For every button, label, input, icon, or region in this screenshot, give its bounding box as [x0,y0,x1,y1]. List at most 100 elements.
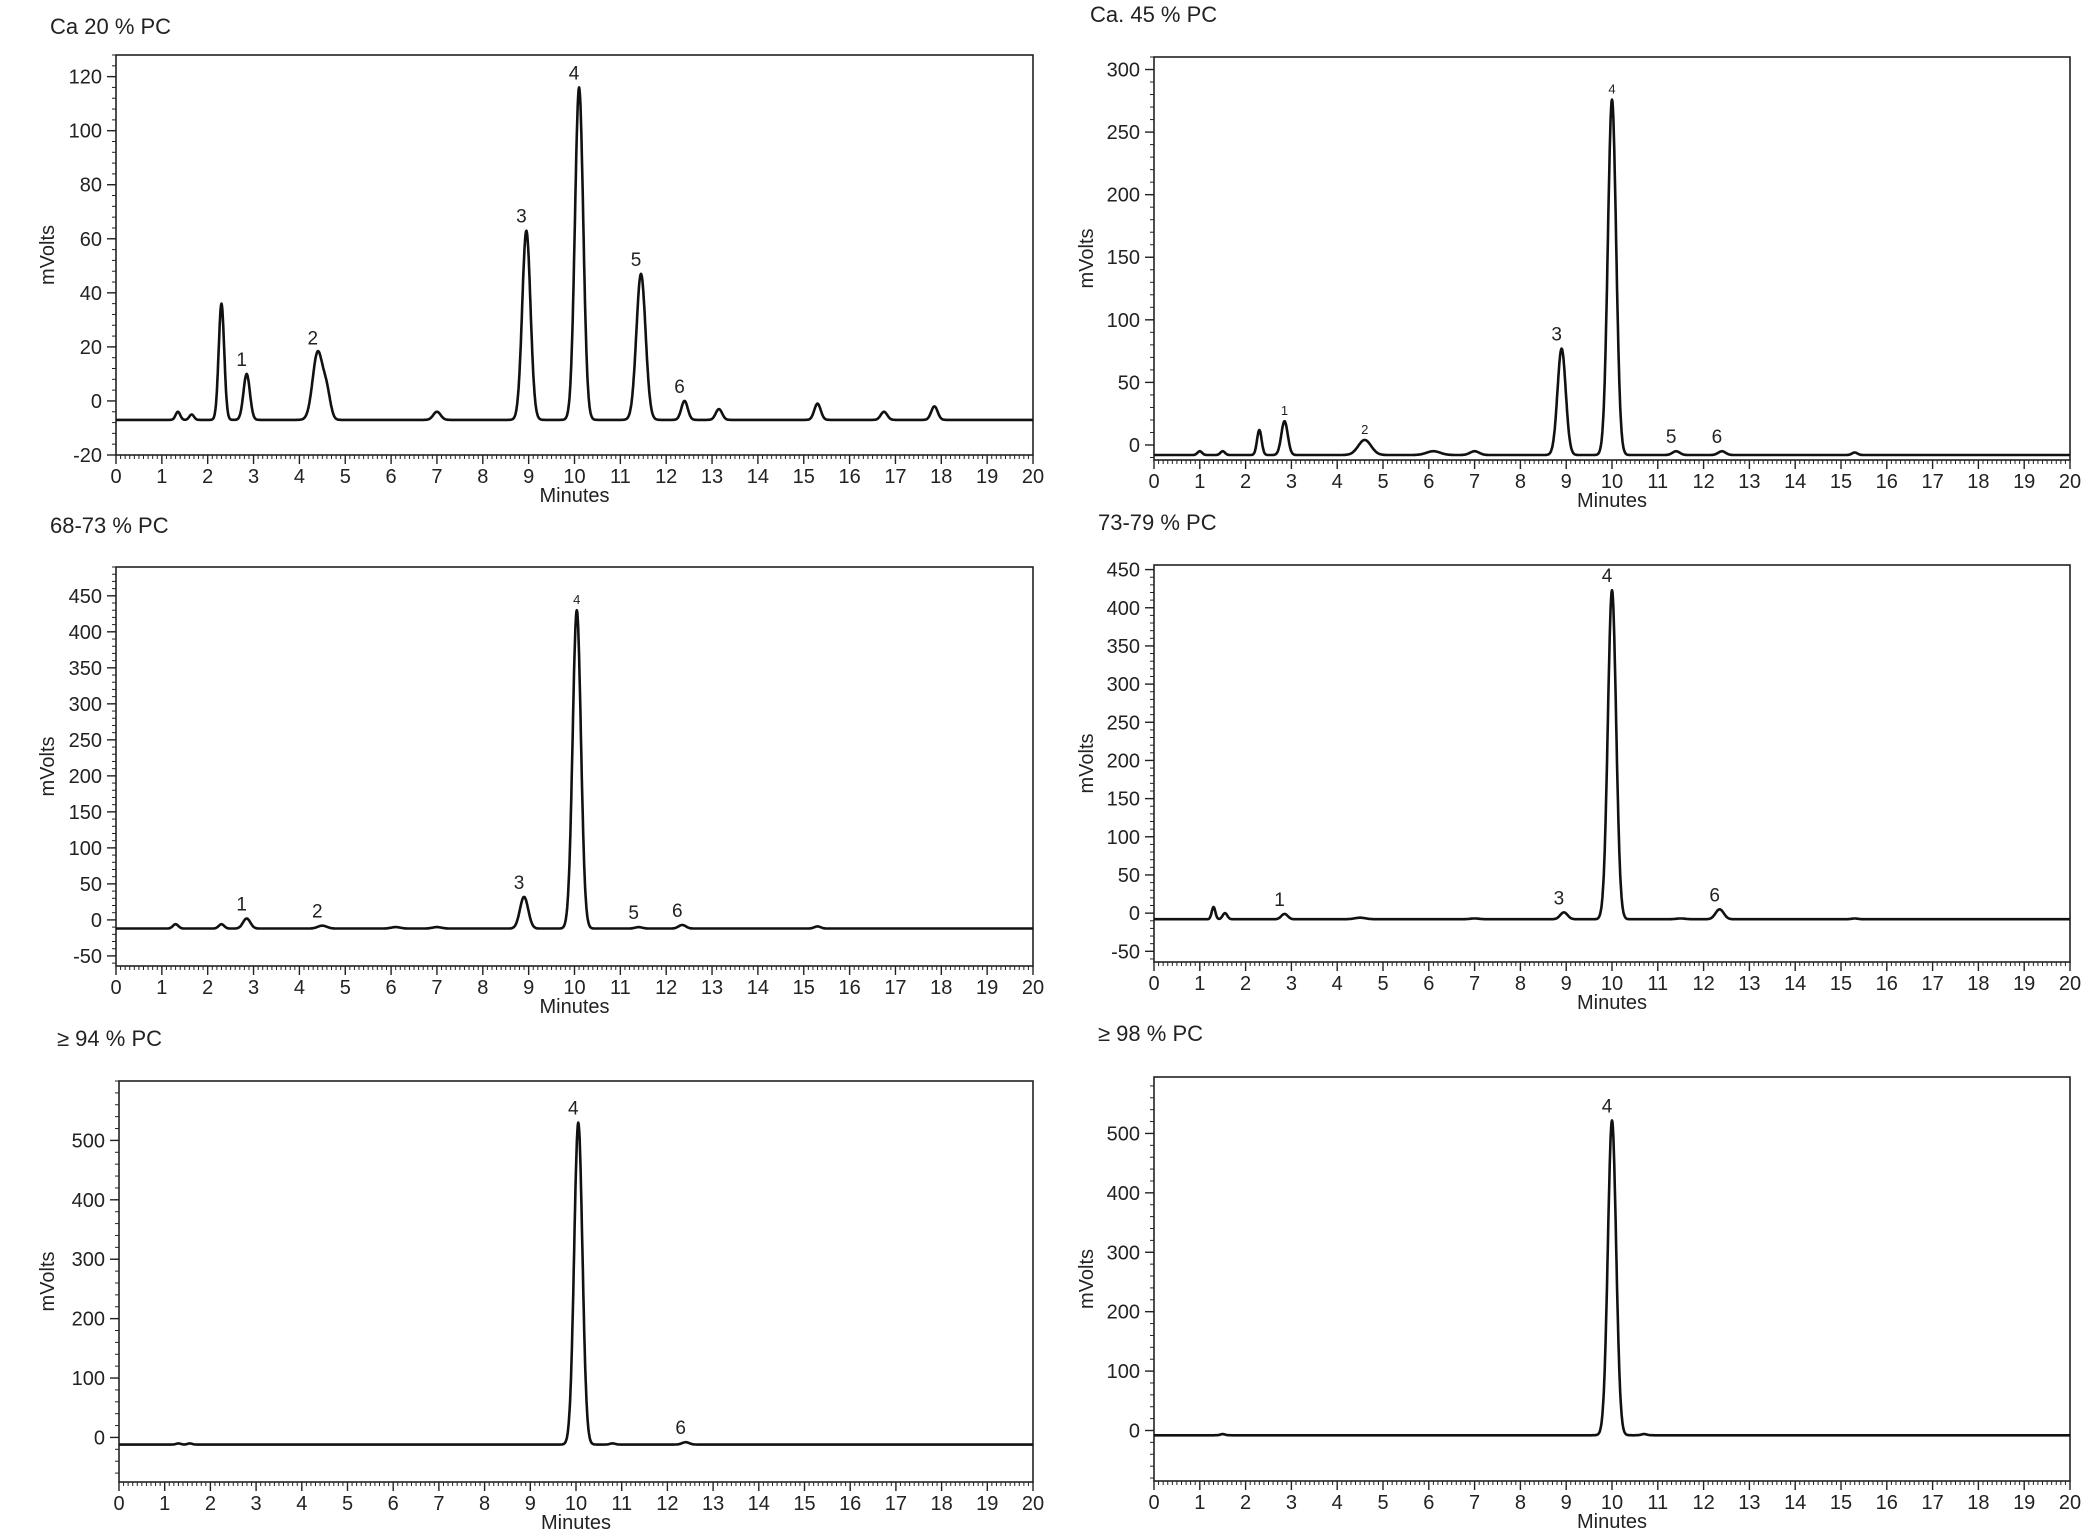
x-tick-label: 18 [930,1493,952,1515]
peak-label: 4 [568,1099,579,1120]
y-tick-label: 150 [1107,789,1140,811]
y-tick-label: 50 [80,874,102,896]
x-tick-label: 0 [1148,973,1159,995]
x-tick-label: 15 [793,977,815,999]
y-tick-label: 250 [1107,712,1140,734]
panel-title: 68-73 % PC [50,513,169,538]
y-tick-label: 80 [80,175,102,197]
y-tick-label: 200 [72,1309,105,1331]
y-axis-label: mVolts [37,1251,59,1311]
x-tick-label: 11 [610,977,631,999]
x-tick-label: 3 [248,977,259,999]
x-tick-label: 5 [1377,471,1388,493]
x-tick-label: 10 [1601,973,1623,995]
peak-label: 4 [1608,82,1615,97]
x-tick-label: 9 [523,977,534,999]
x-tick-label: 14 [1784,973,1806,995]
x-tick-label: 15 [1830,1492,1852,1514]
chromatogram-trace [115,608,1034,930]
chromatogram-trace [118,1121,1034,1446]
peak-label: 3 [516,207,527,228]
peak-label: 4 [569,63,580,84]
y-tick-label: -50 [73,946,102,968]
peak-label: 4 [573,592,580,607]
peak-label: 6 [674,377,685,398]
x-tick-label: 7 [1469,471,1480,493]
x-tick-label: 4 [294,466,305,488]
peak-label: 1 [236,894,247,915]
chromatogram-panel-5: ≥ 94 % PC0 1 2 3 4 5 6 7 8 9 10 11 12 13 14 15 16 17 18 19 2… [37,1026,1044,1534]
y-tick-label: 0 [1129,1421,1140,1443]
x-tick-label: 14 [747,977,769,999]
y-axis-label: mVolts [1076,228,1098,288]
y-axis-label: mVolts [37,225,59,285]
y-tick-label: 300 [1107,60,1140,82]
x-tick-label: 6 [386,977,397,999]
y-tick-label: 250 [69,730,102,752]
x-tick-label: 0 [113,1493,124,1515]
y-tick-label: 20 [80,337,102,359]
y-tick-label: -50 [1111,941,1140,963]
x-axis-label: Minutes [539,996,609,1018]
x-tick-label: 7 [431,977,442,999]
chromatogram-panel-1: Ca 20 % PC0 1 2 3 4 5 6 7 8 9 10 11 12 13 14 15 16 17 18 19… [37,14,1044,507]
x-tick-label: 1 [156,977,167,999]
y-tick-label: 400 [1107,1183,1140,1205]
x-tick-label: 13 [1738,471,1760,493]
x-tick-label: 7 [431,466,442,488]
x-tick-label: 2 [202,977,213,999]
x-tick-label: 11 [610,466,631,488]
x-tick-label: 19 [2013,973,2035,995]
x-tick-label: 2 [202,466,213,488]
y-tick-label: 350 [69,658,102,680]
y-tick-label: 450 [69,586,102,608]
x-tick-label: 14 [748,1493,770,1515]
x-tick-label: 18 [930,466,952,488]
x-tick-label: 20 [1022,977,1044,999]
chromatogram-trace [1153,1119,2071,1437]
x-tick-label: 0 [1148,1492,1159,1514]
x-tick-label: 1 [1194,471,1205,493]
peak-label: 2 [307,328,318,349]
x-axis-label: Minutes [1577,992,1647,1014]
x-tick-label: 0 [110,466,121,488]
x-axis-label: Minutes [1577,1511,1647,1533]
x-tick-label: 12 [656,1493,678,1515]
y-tick-label: 300 [1107,674,1140,696]
x-tick-label: 9 [523,466,534,488]
peak-label: 6 [672,901,683,922]
y-tick-label: 300 [69,694,102,716]
y-tick-label: 250 [1107,122,1140,144]
panel-title: Ca 20 % PC [50,14,171,39]
x-tick-label: 6 [1423,471,1434,493]
y-axis-label: mVolts [37,736,59,796]
x-tick-label: 5 [342,1493,353,1515]
x-tick-label: 13 [701,977,723,999]
peak-label: 6 [675,1418,686,1439]
x-tick-label: 8 [477,466,488,488]
x-tick-label: 8 [1515,973,1526,995]
x-tick-label: 8 [479,1493,490,1515]
x-tick-label: 6 [1423,973,1434,995]
chromatogram-trace [115,86,1034,422]
x-tick-label: 5 [1377,973,1388,995]
plot-frame [1153,564,2071,963]
x-tick-label: 7 [1469,973,1480,995]
x-tick-label: 16 [839,1493,861,1515]
x-tick-label: 0 [110,977,121,999]
x-tick-label: 20 [2059,471,2081,493]
y-tick-label: 40 [80,283,102,305]
x-tick-label: 15 [793,466,815,488]
peak-label: 5 [631,250,642,271]
peak-label: 2 [1361,422,1368,437]
x-tick-label: 16 [838,466,860,488]
x-tick-label: 8 [1515,1492,1526,1514]
y-tick-label: 100 [1107,1361,1140,1383]
y-tick-label: 400 [1107,598,1140,620]
x-tick-label: 11 [1647,973,1668,995]
chromatogram-panel-4: 73-79 % PC0 1 2 3 4 5 6 7 8 9 10 11 12 13 14 15 16 17 18 19… [1076,510,2081,1014]
x-tick-label: 15 [1830,471,1852,493]
x-tick-label: 13 [701,466,723,488]
x-tick-label: 7 [433,1493,444,1515]
y-tick-label: 450 [1107,560,1140,582]
